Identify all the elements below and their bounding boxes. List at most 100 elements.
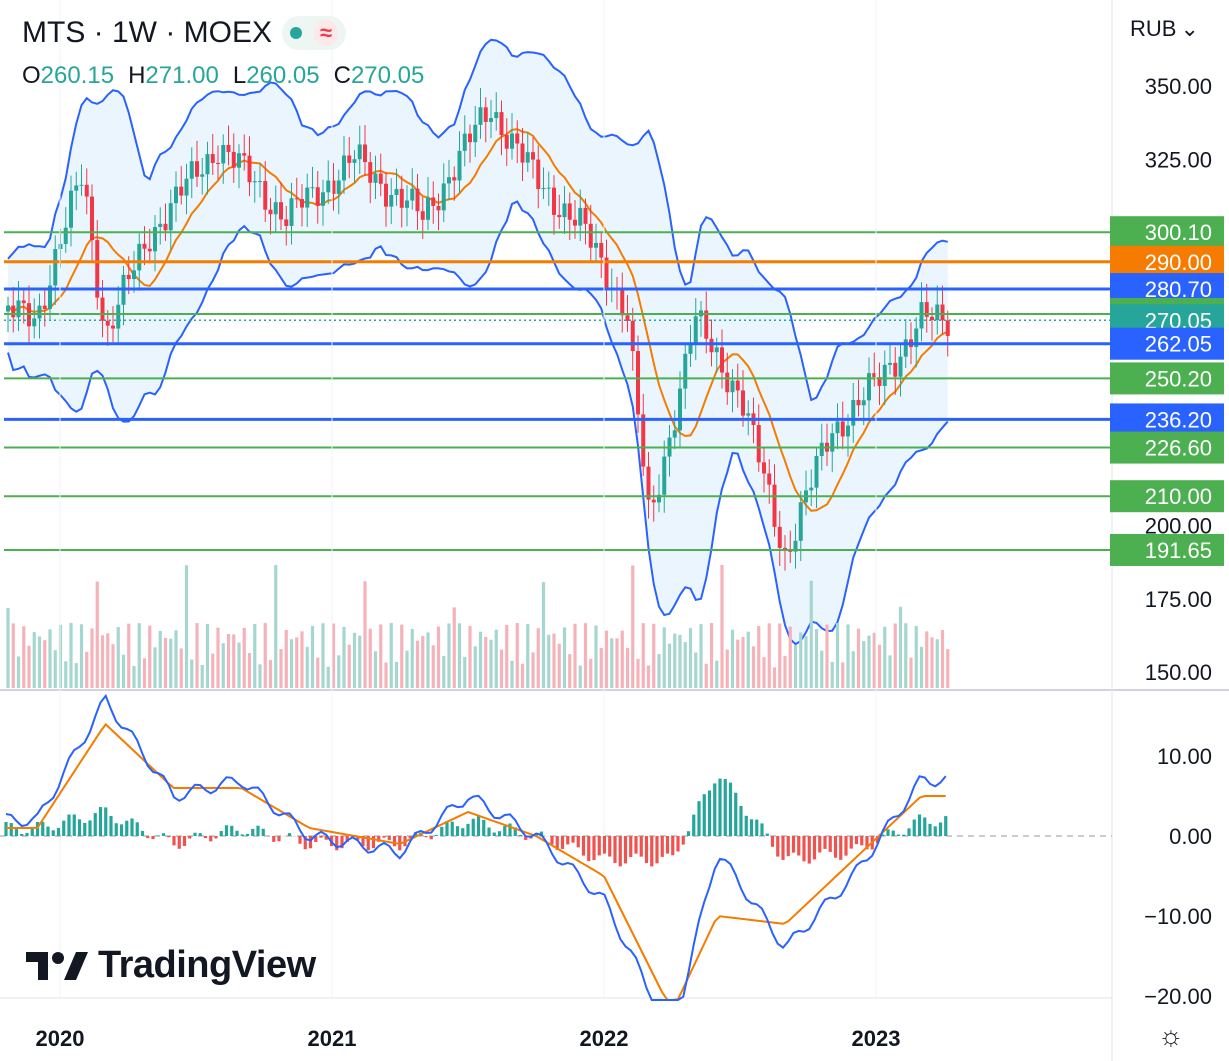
- volume-bar: [64, 661, 68, 688]
- volume-bar: [641, 623, 645, 688]
- volume-bar: [662, 627, 666, 688]
- histogram-bar: [902, 834, 906, 836]
- histogram-bar: [188, 836, 192, 839]
- candle-body: [132, 270, 136, 280]
- histogram-bar: [272, 836, 276, 842]
- candle-body: [819, 442, 824, 457]
- candle-body: [714, 347, 719, 353]
- histogram-bar: [277, 836, 281, 842]
- symbol-title[interactable]: MTS · 1W · MOEX: [22, 16, 272, 49]
- level-label: 250.20: [1145, 366, 1212, 391]
- candle-body: [326, 180, 331, 193]
- candle-body: [851, 400, 856, 426]
- histogram-bar: [865, 836, 869, 850]
- volume-bar: [867, 635, 871, 688]
- histogram-bar: [314, 836, 318, 842]
- histogram-bar: [46, 826, 50, 836]
- histogram-bar: [560, 836, 565, 849]
- oscillator-axis-tick: −20.00: [1144, 984, 1212, 1009]
- volume-bar: [751, 646, 756, 688]
- candle-body: [289, 198, 294, 226]
- candle-body: [247, 155, 252, 183]
- histogram-bar: [718, 778, 722, 836]
- level-label: 210.00: [1145, 484, 1212, 509]
- candle-body: [90, 196, 94, 241]
- volume-bar: [352, 632, 357, 688]
- volume-bar: [463, 657, 467, 688]
- volume-bar: [888, 655, 892, 688]
- candle-body: [389, 195, 394, 207]
- volume-bar: [489, 639, 493, 688]
- candle-body: [562, 203, 567, 218]
- volume-bar: [746, 631, 750, 688]
- currency-selector[interactable]: RUB ⌄: [1130, 16, 1199, 42]
- candle-body: [651, 499, 656, 503]
- volume-bar: [16, 656, 21, 688]
- candle-body: [630, 320, 635, 352]
- volume-bar: [79, 624, 84, 688]
- candle-body: [478, 107, 483, 125]
- volume-bar: [914, 625, 918, 688]
- candle-body: [898, 356, 903, 377]
- histogram-bar: [335, 836, 339, 851]
- time-axis-tick: 2023: [852, 1026, 901, 1051]
- histogram-bar: [140, 830, 145, 836]
- time-axis-tick: 2020: [36, 1026, 85, 1051]
- volume-bar: [946, 649, 950, 688]
- histogram-bar: [923, 817, 927, 836]
- moving-average-line: [7, 128, 949, 512]
- histogram-bar: [781, 836, 785, 860]
- candle-body: [725, 372, 730, 393]
- histogram-bar: [744, 815, 748, 836]
- candle-body: [788, 550, 793, 552]
- candle-body: [315, 187, 320, 206]
- histogram-bar: [839, 836, 843, 860]
- indicator-wave-icon[interactable]: ≈: [314, 20, 339, 46]
- candle-body: [399, 188, 404, 208]
- volume-bar: [725, 649, 729, 688]
- histogram-bar: [566, 836, 570, 845]
- level-label: 191.65: [1145, 538, 1212, 563]
- histogram-bar: [209, 836, 213, 842]
- histogram-bar: [944, 816, 948, 836]
- candle-body: [499, 112, 504, 135]
- volume-bar: [615, 638, 619, 688]
- chevron-down-icon: ⌄: [1180, 16, 1199, 41]
- histogram-bar: [487, 827, 491, 836]
- candle-body: [216, 162, 220, 164]
- volume-bar: [678, 634, 682, 688]
- volume-bar: [526, 624, 530, 688]
- volume-bar: [95, 581, 99, 688]
- histogram-bar: [119, 824, 124, 836]
- volume-bar: [804, 636, 808, 688]
- candle-body: [168, 203, 173, 231]
- low-label: L: [232, 62, 247, 89]
- volume-bar: [494, 629, 498, 688]
- candle-body: [368, 162, 373, 183]
- volume-bar: [478, 631, 483, 688]
- volume-bar: [237, 642, 241, 688]
- volume-bar: [599, 647, 603, 688]
- volume-bar: [232, 634, 236, 688]
- histogram-bar: [875, 836, 880, 844]
- candle-body: [48, 285, 52, 309]
- volume-bar: [43, 640, 47, 688]
- candle-body: [426, 197, 430, 220]
- volume-bar: [856, 628, 861, 688]
- volume-bar: [226, 633, 231, 688]
- candle-body: [473, 124, 478, 143]
- histogram-bar: [408, 836, 412, 839]
- volume-bar: [421, 636, 425, 688]
- histogram-bar: [602, 836, 607, 854]
- histogram-bar: [182, 836, 187, 846]
- chart-settings-sun-icon[interactable]: ☼: [1158, 1020, 1184, 1051]
- volume-bar: [646, 665, 651, 688]
- histogram-bar: [135, 822, 139, 836]
- histogram-bar: [240, 834, 244, 836]
- histogram-bar: [634, 836, 638, 854]
- candle-body: [835, 421, 840, 434]
- histogram-bar: [224, 825, 229, 836]
- candle-body: [21, 300, 26, 304]
- market-status-pill[interactable]: ≈: [282, 16, 347, 50]
